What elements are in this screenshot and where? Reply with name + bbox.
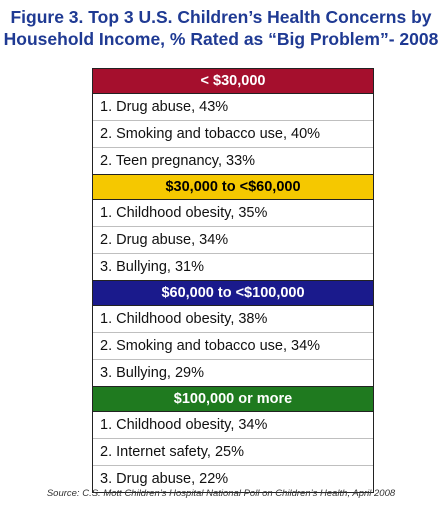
source-note: Source: C.S. Mott Children’s Hospital Na…	[46, 488, 396, 499]
concern-row: 3. Drug abuse, 22%	[93, 465, 373, 492]
income-group: $100,000 or more 1. Childhood obesity, 3…	[93, 386, 373, 492]
concern-row: 2. Smoking and tobacco use, 40%	[93, 120, 373, 147]
concern-row: 2. Teen pregnancy, 33%	[93, 147, 373, 174]
title-line-1: Figure 3. Top 3 U.S. Children’s Health C…	[10, 7, 432, 27]
concern-row: 1. Drug abuse, 43%	[100, 99, 229, 115]
group-header: $60,000 to <$100,000	[93, 280, 373, 306]
group-header: < $30,000	[93, 69, 373, 94]
concern-row: 3. Bullying, 29%	[93, 359, 373, 386]
income-group: < $30,000 1. Drug abuse, 43% 2. Smoking …	[93, 69, 373, 174]
chart-title: Figure 3. Top 3 U.S. Children’s Health C…	[0, 6, 442, 50]
concern-row: 1. Childhood obesity, 38%	[100, 311, 268, 327]
group-header: $100,000 or more	[93, 386, 373, 412]
title-line-2: Household Income, % Rated as “Big Proble…	[3, 29, 439, 49]
group-header: $30,000 to <$60,000	[93, 174, 373, 200]
concern-row: 2. Internet safety, 25%	[93, 438, 373, 465]
income-group: $30,000 to <$60,000 1. Childhood obesity…	[93, 174, 373, 280]
concern-row: 1. Childhood obesity, 34%	[100, 417, 268, 433]
income-group: $60,000 to <$100,000 1. Childhood obesit…	[93, 280, 373, 386]
concern-row: 3. Bullying, 31%	[93, 253, 373, 280]
concern-row: 1. Childhood obesity, 35%	[100, 205, 268, 221]
concern-row: 2. Smoking and tobacco use, 34%	[93, 332, 373, 359]
concern-row: 2. Drug abuse, 34%	[93, 226, 373, 253]
income-concerns-table: < $30,000 1. Drug abuse, 43% 2. Smoking …	[92, 68, 374, 493]
